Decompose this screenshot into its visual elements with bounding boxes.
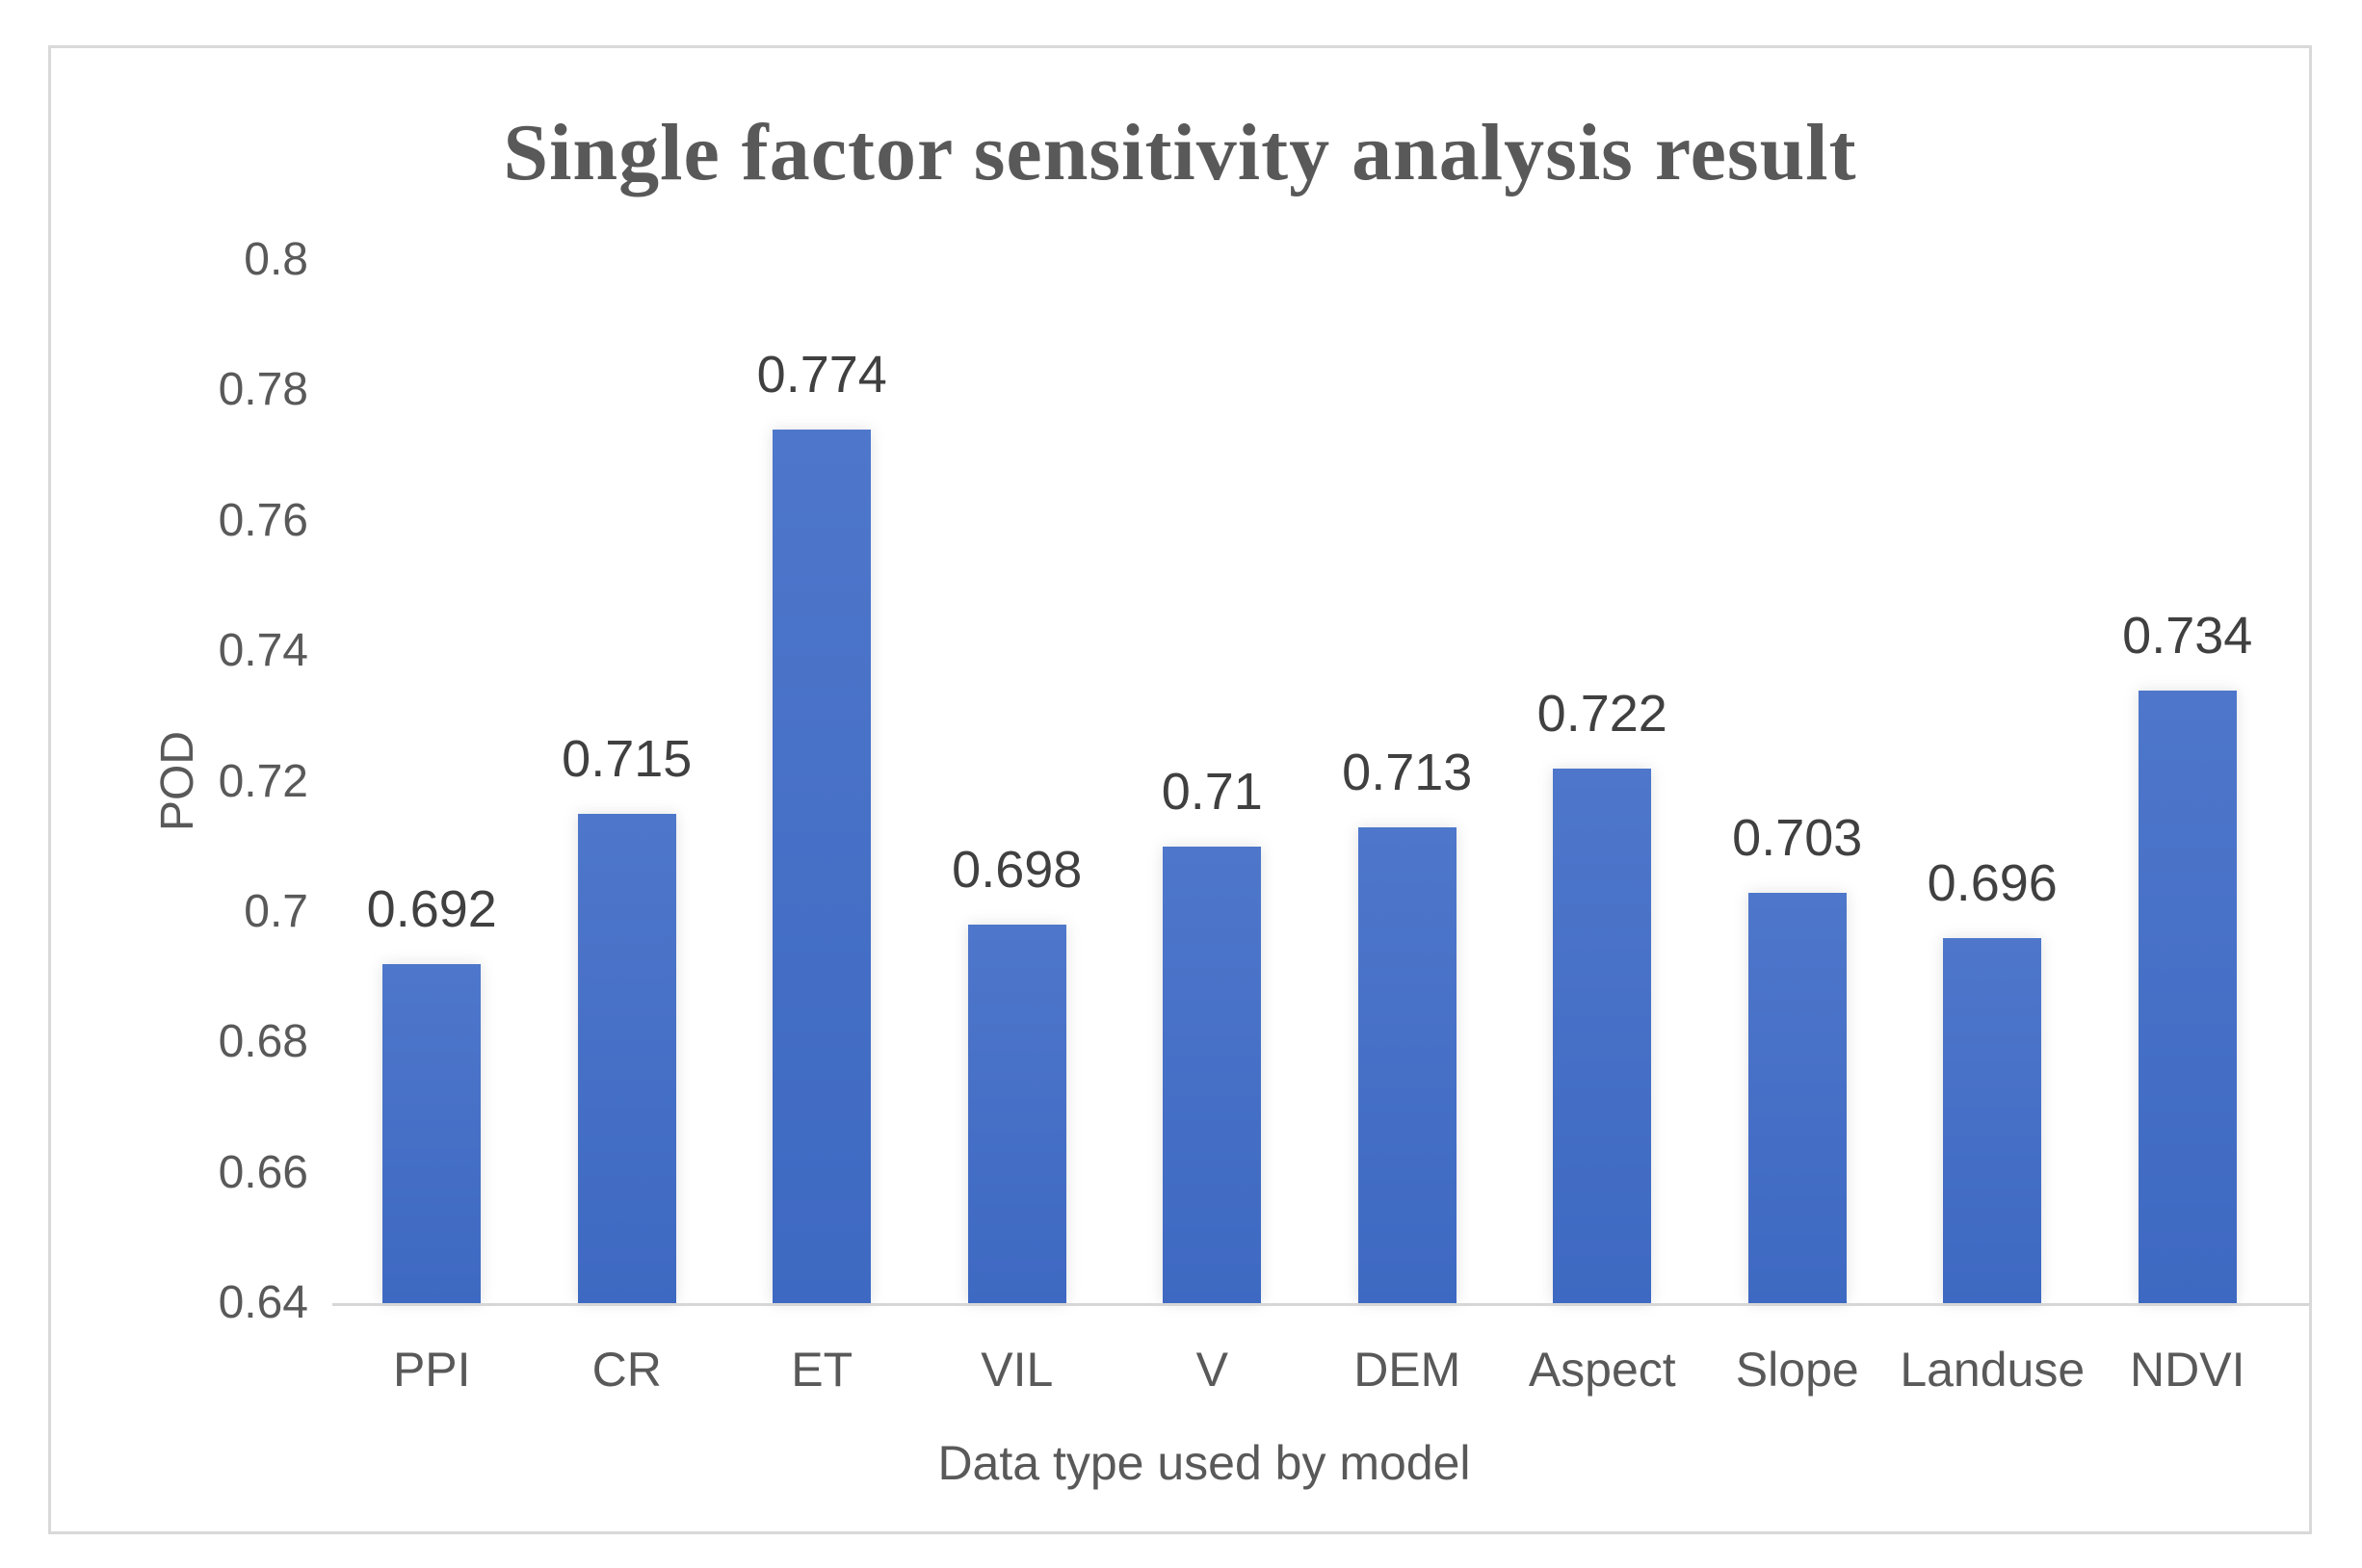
x-label-DEM: DEM (1353, 1343, 1461, 1397)
y-tick-0.72: 0.72 (218, 755, 308, 807)
bar-ET (773, 429, 872, 1303)
value-label-V: 0.71 (1161, 763, 1263, 822)
x-label-CR: CR (591, 1343, 662, 1397)
y-tick-0.74: 0.74 (218, 625, 308, 677)
y-tick-0.8: 0.8 (244, 234, 308, 285)
x-label-PPI: PPI (392, 1343, 471, 1397)
value-label-VIL: 0.698 (952, 841, 1083, 900)
x-label-V: V (1195, 1343, 1228, 1397)
value-label-Landuse: 0.696 (1927, 853, 2058, 912)
x-label-ET: ET (791, 1343, 853, 1397)
bar-Landuse (1943, 937, 2042, 1303)
bar-CR (577, 814, 676, 1303)
value-label-ET: 0.774 (756, 345, 887, 404)
value-label-Aspect: 0.722 (1536, 684, 1667, 743)
x-label-Aspect: Aspect (1528, 1343, 1676, 1397)
bar-PPI (382, 964, 482, 1303)
bar-V (1163, 847, 1262, 1303)
y-tick-0.76: 0.76 (218, 494, 308, 546)
value-label-PPI: 0.692 (366, 880, 497, 939)
x-label-NDVI: NDVI (2130, 1343, 2245, 1397)
x-label-Slope: Slope (1735, 1343, 1859, 1397)
y-tick-0.68: 0.68 (218, 1016, 308, 1068)
bar-VIL (967, 925, 1066, 1303)
value-label-NDVI: 0.734 (2122, 606, 2253, 665)
bar-NDVI (2138, 690, 2237, 1303)
bar-Aspect (1553, 768, 1652, 1303)
x-label-Landuse: Landuse (1900, 1343, 2086, 1397)
y-tick-0.64: 0.64 (218, 1277, 308, 1328)
x-label-VIL: VIL (981, 1343, 1054, 1397)
bar-Slope (1747, 892, 1847, 1303)
chart-title: Single factor sensitivity analysis resul… (503, 108, 1857, 197)
x-axis-title: Data type used by model (937, 1436, 1471, 1490)
x-axis-line (332, 1303, 2309, 1306)
bar-DEM (1357, 826, 1457, 1303)
value-label-Slope: 0.703 (1732, 808, 1863, 867)
y-tick-0.7: 0.7 (244, 885, 308, 937)
value-label-CR: 0.715 (562, 730, 693, 789)
y-tick-0.66: 0.66 (218, 1146, 308, 1198)
value-label-DEM: 0.713 (1342, 743, 1473, 801)
y-tick-0.78: 0.78 (218, 364, 308, 416)
